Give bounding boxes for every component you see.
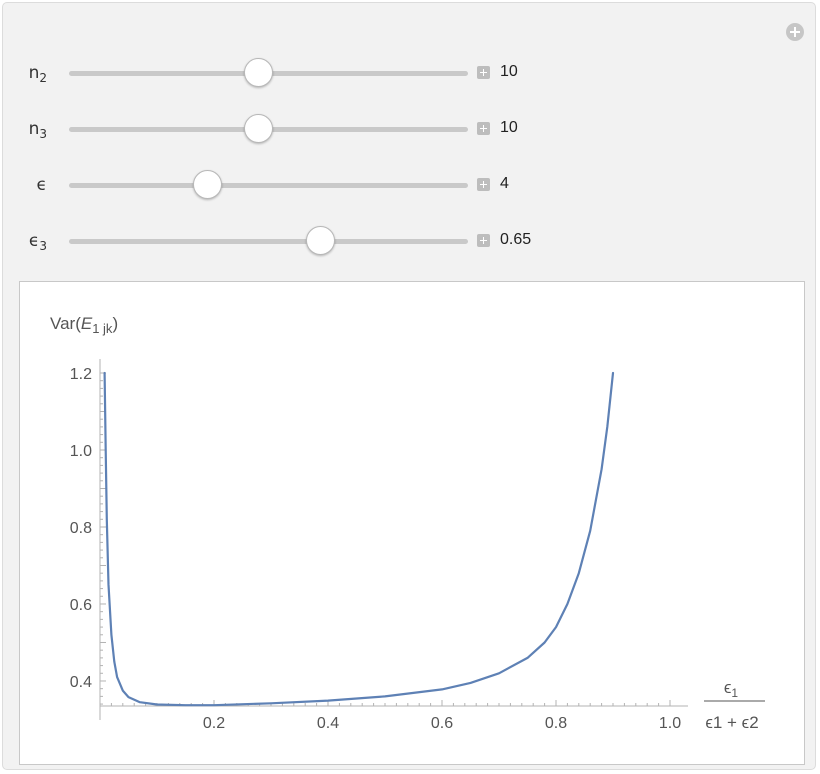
- slider-track-n3[interactable]: [69, 114, 468, 143]
- chart: Var(E1 jk) 0.2 0.4 0.6 0.8 1.0 0.4 0.6 0.8 1.0 1.…: [50, 314, 765, 732]
- x-tick-label: 0.8: [545, 715, 567, 732]
- x-tick-label: 0.4: [317, 715, 339, 732]
- x-tick-label: 0.6: [431, 715, 453, 732]
- x-tick-label: 1.0: [659, 715, 681, 732]
- control-row-n3: n3 10: [3, 109, 603, 149]
- x-axis-label: ϵ1 ϵ1 + ϵ2: [704, 678, 765, 732]
- control-row-epsilon3: ϵ3 0.65: [3, 221, 603, 261]
- plot-frame: Var(E1 jk) 0.2 0.4 0.6 0.8 1.0 0.4 0.6 0.8 1.0 1.…: [19, 281, 805, 765]
- slider-track-n2[interactable]: [69, 58, 468, 87]
- slider-value-epsilon3: 0.65: [500, 231, 532, 248]
- slider-thumb-epsilon3[interactable]: [306, 226, 336, 255]
- slider-track-epsilon[interactable]: [69, 170, 468, 199]
- options-plus-icon[interactable]: [786, 23, 804, 41]
- y-tick-label: 0.6: [70, 597, 92, 614]
- expand-plus-icon[interactable]: [477, 234, 490, 247]
- y-tick-label: 1.2: [70, 366, 92, 383]
- y-tick-label: 0.8: [70, 520, 92, 537]
- series-line: [103, 371, 615, 707]
- slider-thumb-n2[interactable]: [243, 58, 273, 87]
- slider-value-n3: 10: [500, 119, 518, 136]
- slider-value-epsilon: 4: [500, 175, 509, 192]
- slider-thumb-n3[interactable]: [243, 114, 273, 143]
- y-tick-label: 0.4: [70, 674, 92, 691]
- slider-thumb-epsilon[interactable]: [192, 170, 222, 199]
- y-tick-label: 1.0: [70, 443, 92, 460]
- x-tick-label: 0.2: [203, 715, 225, 732]
- expand-plus-icon[interactable]: [477, 66, 490, 79]
- slider-label-n3: n3: [28, 119, 47, 141]
- control-row-n2: n2 10: [3, 53, 603, 93]
- slider-track-epsilon3[interactable]: [69, 226, 468, 255]
- slider-label-n2: n2: [28, 63, 47, 85]
- slider-label-epsilon: ϵ: [36, 175, 47, 195]
- expand-plus-icon[interactable]: [477, 178, 490, 191]
- y-axis-label: Var(E1 jk): [50, 314, 118, 336]
- expand-plus-icon[interactable]: [477, 122, 490, 135]
- x-axis-label-denominator: ϵ1 + ϵ2: [705, 713, 758, 732]
- slider-label-epsilon3: ϵ3: [28, 231, 47, 253]
- x-axis-label-numerator: ϵ1: [724, 678, 739, 700]
- slider-value-n2: 10: [500, 63, 518, 80]
